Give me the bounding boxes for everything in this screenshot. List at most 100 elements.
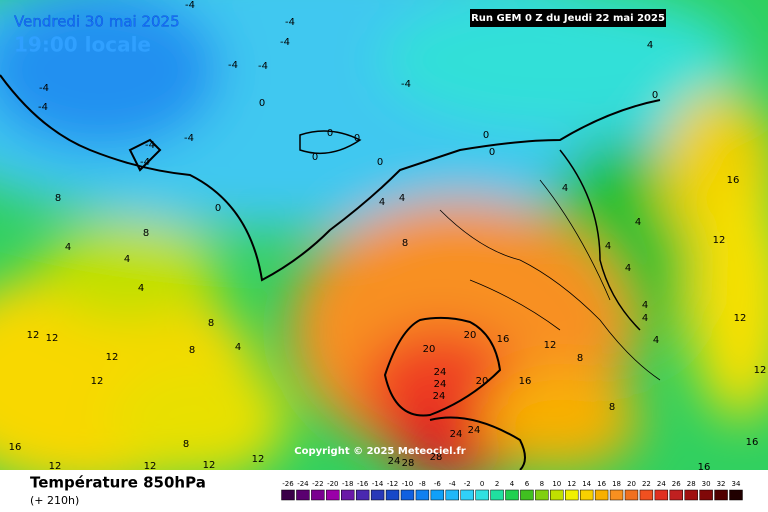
- legend-swatch: [400, 489, 415, 501]
- contour-label: 24: [388, 456, 401, 467]
- legend-swatch: [699, 489, 713, 501]
- legend-tick-label: 0: [480, 480, 484, 488]
- run-box: [470, 9, 666, 27]
- legend-tick-label: 32: [717, 480, 726, 488]
- contour-label: 4: [625, 263, 631, 274]
- contour-label: 20: [464, 330, 477, 341]
- legend-tick-label: -18: [342, 480, 353, 488]
- contour-label: 12: [252, 454, 265, 465]
- contour-label: 12: [27, 330, 40, 341]
- color-legend: -26 -24 -22 -20 -18 -16 -14 -12 -10 -8 -6 -4 -2 0 2 4 6 8…: [281, 480, 743, 501]
- contour-label: 28: [430, 452, 443, 463]
- contour-label: 4: [642, 313, 648, 324]
- contour-label: 12: [46, 333, 59, 344]
- contour-label: 8: [609, 402, 615, 413]
- contour-label: 4: [653, 335, 659, 346]
- run-info: Run GEM 0 Z du Jeudi 22 mai 2025: [471, 13, 665, 24]
- legend-swatch: [341, 489, 355, 501]
- contour-label: 20: [476, 376, 489, 387]
- contour-label: 24: [450, 429, 463, 440]
- contour-label: 4: [635, 217, 641, 228]
- contour-label: 0: [312, 152, 318, 163]
- legend-tick-label: -20: [327, 480, 338, 488]
- legend-swatch: [445, 489, 459, 501]
- legend-swatch: [430, 489, 445, 501]
- contour-label: -4: [280, 37, 290, 48]
- legend-tick-label: 20: [627, 480, 636, 488]
- contour-label: -4: [285, 17, 295, 28]
- contour-label: 8: [402, 238, 408, 249]
- contour-label: 4: [562, 183, 568, 194]
- contour-label: 8: [55, 193, 61, 204]
- legend-tick-label: -4: [449, 480, 457, 488]
- contour-label: 4: [399, 193, 405, 204]
- legend-swatch: [460, 489, 474, 501]
- contour-label: 16: [497, 334, 510, 345]
- contour-label: 16: [698, 462, 711, 473]
- legend-tick-label: 6: [525, 480, 530, 488]
- legend-tick-label: 10: [552, 480, 561, 488]
- coastlines: [0, 74, 661, 471]
- contour-label: 8: [143, 228, 149, 239]
- legend-swatch: [639, 489, 654, 501]
- contour-label: -4: [228, 60, 238, 71]
- legend-swatch: [326, 489, 340, 501]
- contour-label: 24: [433, 391, 446, 402]
- contour-labels: -4-4-4-4-40-4-4-4-4-4-40 0000004044444441…: [9, 0, 767, 473]
- legend-tick-label: -12: [387, 480, 398, 488]
- contour-label: 12: [203, 460, 216, 471]
- contour-label: 16: [746, 437, 759, 448]
- contour-label: 8: [577, 353, 583, 364]
- legend-tick-label: -26: [282, 480, 294, 488]
- legend-tick-label: -6: [434, 480, 442, 488]
- contour-label: 16: [9, 442, 22, 453]
- legend-tick-label: 16: [597, 480, 606, 488]
- contour-label: 0: [354, 133, 360, 144]
- temperature-field: [0, 0, 768, 470]
- legend-swatch: [355, 489, 370, 501]
- contour-label: 12: [49, 461, 62, 472]
- legend-swatch: [729, 489, 743, 501]
- contour-label: 28: [402, 458, 415, 469]
- legend-tick-label: 24: [657, 480, 666, 488]
- contour-label: 4: [138, 283, 144, 294]
- legend-swatch: [505, 489, 519, 501]
- contour-label: 0: [652, 90, 658, 101]
- contour-label: 24: [434, 367, 447, 378]
- contour-label: 20: [423, 344, 436, 355]
- footer-title: Température 850hPa: [30, 474, 206, 492]
- contour-label: 0: [327, 128, 333, 139]
- legend-tick-label: 4: [510, 480, 515, 488]
- contour-label: 4: [642, 300, 648, 311]
- contour-label: 16: [727, 175, 740, 186]
- legend-tick-label: -24: [297, 480, 309, 488]
- legend-swatch: [281, 489, 295, 501]
- legend-swatch: [475, 489, 489, 501]
- legend-swatch: [311, 489, 325, 501]
- contour-label: 0: [215, 203, 221, 214]
- contour-label: -4: [184, 133, 194, 144]
- legend-tick-label: 30: [702, 480, 711, 488]
- contour-label: 8: [208, 318, 214, 329]
- legend-swatch: [669, 489, 683, 501]
- legend-tick-label: 8: [540, 480, 544, 488]
- borders: [439, 179, 661, 381]
- contour-label: 12: [91, 376, 104, 387]
- contour-label: 4: [605, 241, 611, 252]
- legend-tick-label: 2: [495, 480, 499, 488]
- contour-label: 8: [183, 439, 189, 450]
- legend-swatch: [609, 489, 624, 501]
- legend-swatch: [684, 489, 698, 501]
- copyright: Copyright © 2025 Meteociel.fr: [294, 446, 465, 457]
- legend-swatch: [714, 489, 728, 501]
- legend-swatch: [594, 489, 609, 501]
- contour-label: -4: [145, 140, 155, 151]
- legend-tick-label: -8: [419, 480, 426, 488]
- legend-swatch: [296, 489, 310, 501]
- legend-swatch: [579, 489, 594, 501]
- legend-tick-label: -2: [464, 480, 471, 488]
- contour-label: 12: [144, 461, 157, 472]
- contour-label: 0: [483, 130, 489, 141]
- contour-label: 0: [489, 147, 495, 158]
